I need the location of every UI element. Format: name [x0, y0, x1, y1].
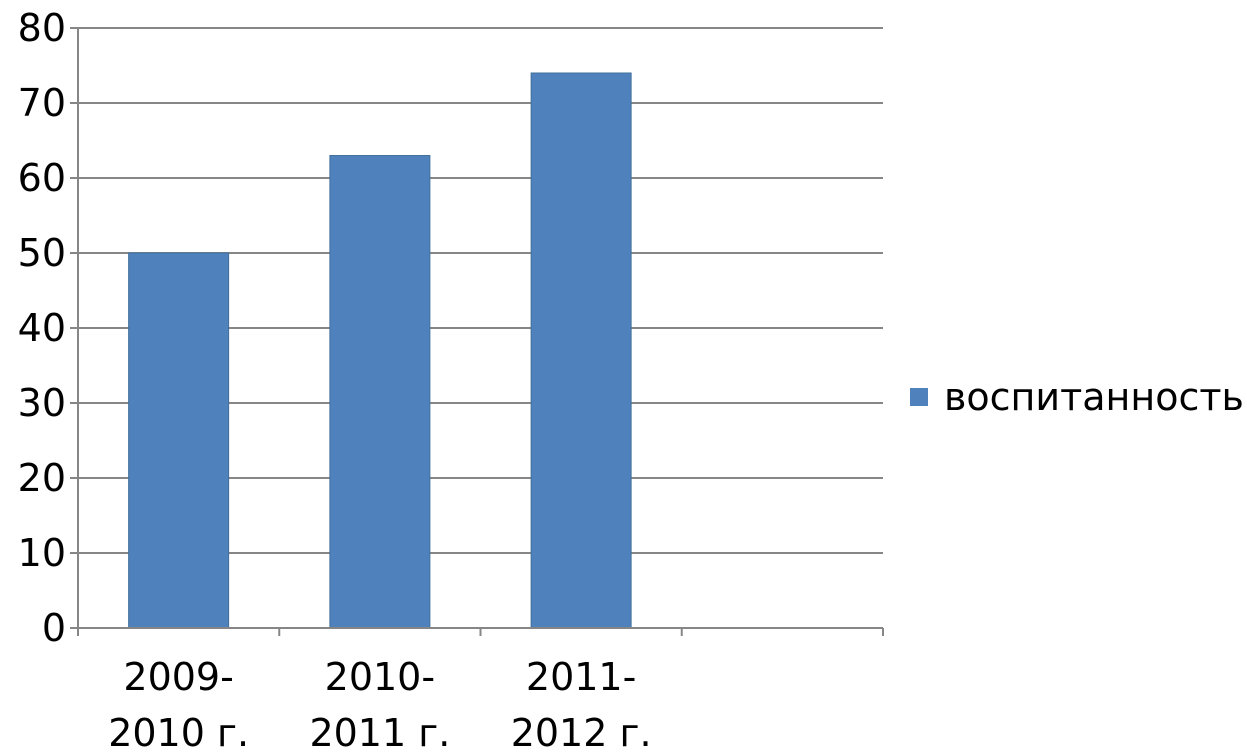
- y-tick-label: 50: [18, 231, 66, 275]
- x-tick-label: 2009-: [123, 655, 233, 699]
- legend-label: воспитанность: [944, 375, 1244, 419]
- x-axis-tick-labels: 2009- 2010 г. 2010- 2011 г. 2011- 2012 г.: [108, 655, 652, 755]
- y-tick-label: 0: [42, 606, 66, 650]
- x-tick-label: 2010-: [325, 655, 435, 699]
- y-tick-label: 30: [18, 381, 66, 425]
- bars: [128, 72, 632, 629]
- bar: [530, 72, 632, 629]
- y-tick-label: 60: [18, 156, 66, 200]
- y-tick-label: 20: [18, 456, 66, 500]
- y-tick-label: 40: [18, 306, 66, 350]
- legend-swatch: [910, 388, 928, 406]
- bar: [329, 155, 431, 629]
- y-tick-label: 70: [18, 81, 66, 125]
- y-tick-label: 10: [18, 531, 66, 575]
- x-tick-label: 2011 г.: [309, 711, 450, 751]
- x-tick-label: 2012 г.: [511, 711, 652, 751]
- axes: [70, 27, 884, 636]
- x-tick-label: 2010 г.: [108, 711, 249, 751]
- bar: [128, 252, 230, 629]
- y-axis-tick-labels: 0 10 20 30 40 50 60 70 80: [18, 6, 66, 650]
- y-tick-label: 80: [18, 6, 66, 50]
- legend: воспитанность: [910, 375, 1244, 419]
- x-tick-label: 2011-: [526, 655, 636, 699]
